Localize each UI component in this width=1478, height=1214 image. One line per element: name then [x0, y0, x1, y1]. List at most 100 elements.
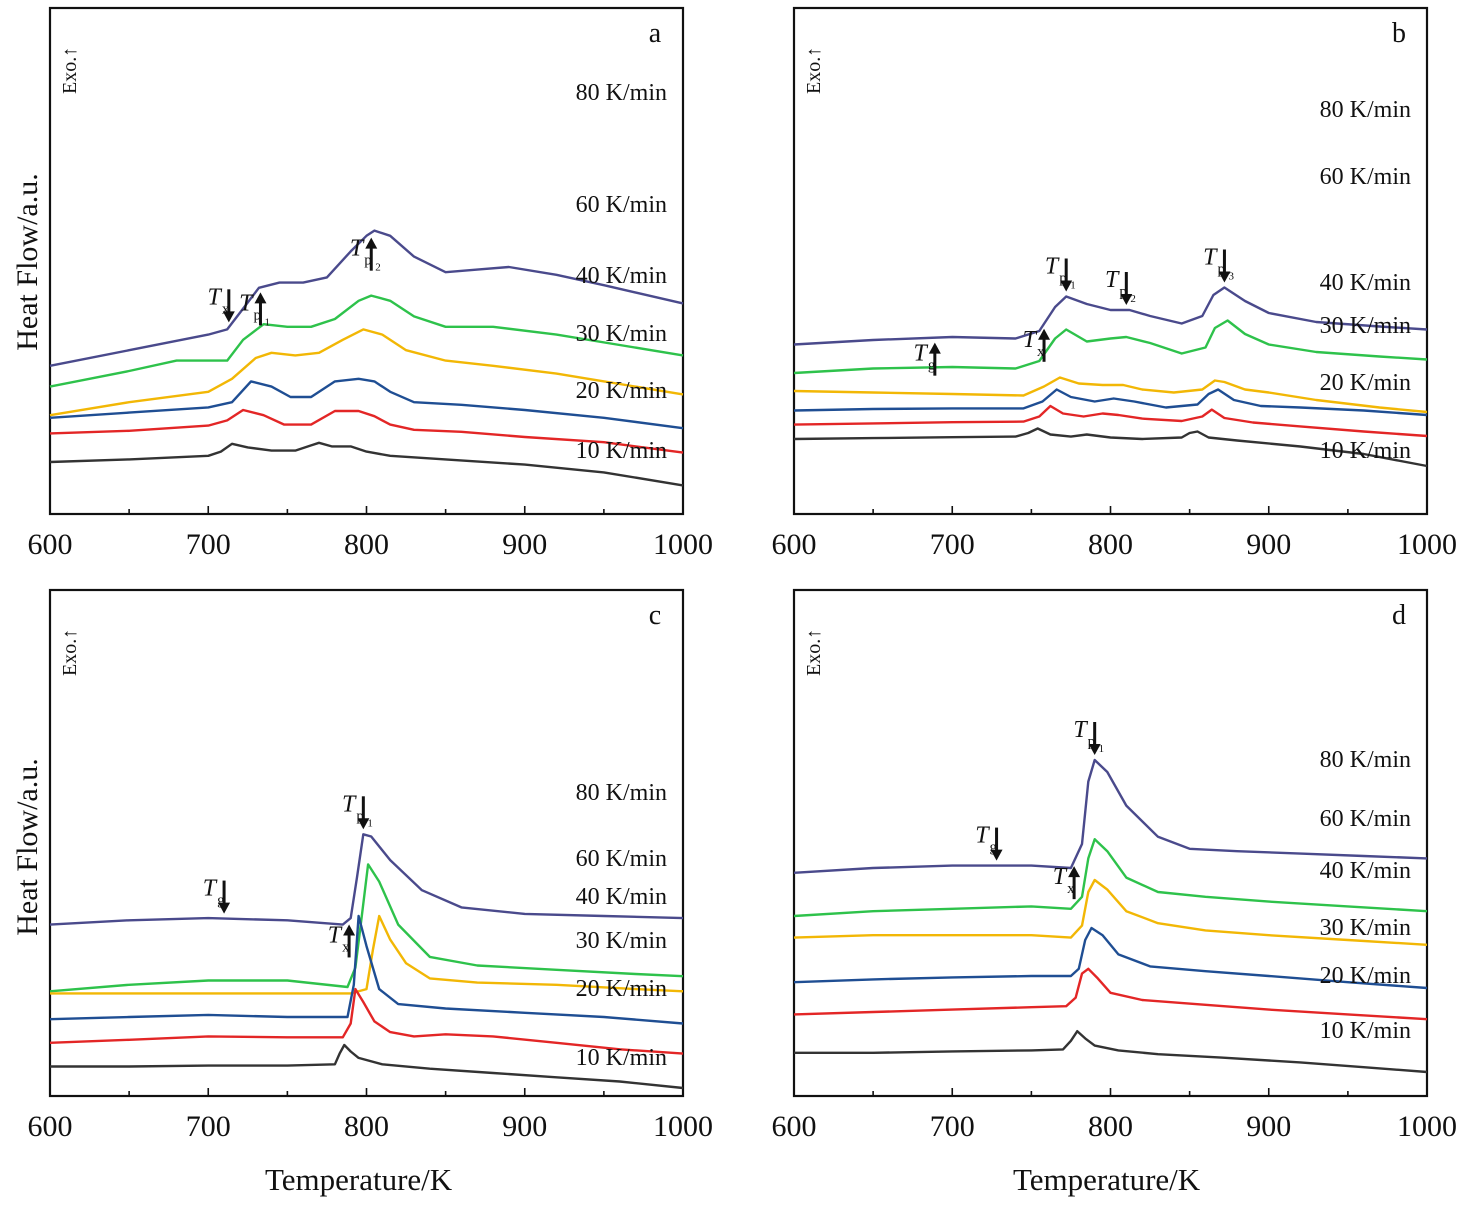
- series-line-10-K-min: [794, 1030, 1428, 1074]
- series-line-60-K-min: [793, 838, 1428, 918]
- x-tick-label: 1000: [1397, 528, 1457, 561]
- svg-text:T: T: [342, 791, 357, 817]
- x-tick-label: 1000: [653, 528, 713, 561]
- rate-label: 40 K/min: [1320, 270, 1411, 296]
- x-tick-label: 700: [930, 528, 975, 561]
- x-tick-label: 600: [772, 1110, 817, 1143]
- panel-d: 600 700 800 900 1000 d Exo.↑ 80 K/min 60 K/min 40…: [772, 588, 1457, 1143]
- series-line-10-K-min: [49, 441, 684, 487]
- x-tick-label: 600: [28, 1110, 73, 1143]
- x-tick-label: 800: [1088, 1110, 1133, 1143]
- svg-text:g: g: [928, 358, 936, 374]
- svg-text:T: T: [207, 284, 222, 310]
- x-tick-label: 900: [1246, 528, 1291, 561]
- svg-text:T: T: [1045, 254, 1060, 280]
- svg-text:x: x: [1037, 344, 1045, 360]
- series-line-20-K-min: [793, 967, 1428, 1021]
- rate-label: 20 K/min: [1320, 370, 1411, 396]
- x-tick-label: 900: [502, 1110, 547, 1143]
- series-line-80-K-min: [49, 833, 684, 926]
- series-line-40-K-min: [50, 914, 684, 995]
- svg-text:p: p: [364, 253, 372, 269]
- x-tick-label: 600: [28, 528, 73, 561]
- svg-text:T: T: [1053, 864, 1068, 890]
- series-line-80-K-min: [49, 229, 684, 367]
- svg-text:T: T: [1105, 267, 1120, 293]
- exo-direction-label: Exo.↑: [59, 629, 81, 676]
- exo-direction-label: Exo.↑: [803, 629, 825, 676]
- series-line-10-K-min: [50, 1043, 684, 1090]
- series-line-80-K-min: [793, 286, 1428, 346]
- series-line-80-K-min: [793, 758, 1428, 874]
- svg-text:p: p: [1217, 262, 1225, 278]
- series-line-20-K-min: [793, 404, 1428, 438]
- panel-b: 600 700 800 900 1000 b Exo.↑ 80 K/min 60 K/min 40…: [772, 6, 1457, 561]
- rate-label: 20 K/min: [576, 976, 667, 1002]
- x-tick-label: 900: [1246, 1110, 1291, 1143]
- x-tick-label: 900: [502, 528, 547, 561]
- rate-label: 30 K/min: [1320, 313, 1411, 339]
- rate-label: 20 K/min: [576, 378, 667, 404]
- rate-label: 60 K/min: [576, 846, 667, 872]
- x-axis-label-right: Temperature/K: [1013, 1162, 1201, 1197]
- series-line-60-K-min: [793, 319, 1428, 375]
- rate-label: 30 K/min: [576, 928, 667, 954]
- svg-text:T: T: [328, 922, 343, 948]
- rate-label: 80 K/min: [576, 80, 667, 106]
- x-tick-label: 1000: [1397, 1110, 1457, 1143]
- rate-label: 80 K/min: [576, 780, 667, 806]
- svg-text:T: T: [913, 341, 928, 367]
- rate-label: 60 K/min: [1320, 164, 1411, 190]
- rate-label: 10 K/min: [1320, 438, 1411, 464]
- svg-text:g: g: [990, 840, 998, 856]
- rate-label: 60 K/min: [576, 192, 667, 218]
- series-line-60-K-min: [49, 294, 684, 388]
- svg-text:T: T: [239, 290, 254, 316]
- rate-label: 80 K/min: [1320, 97, 1411, 123]
- svg-text:p: p: [1059, 271, 1067, 287]
- plot-frame: [48, 588, 685, 1098]
- series-line-20-K-min: [49, 408, 684, 454]
- rate-label: 40 K/min: [576, 884, 667, 910]
- svg-text:T: T: [1023, 327, 1038, 353]
- x-tick-label: 600: [772, 528, 817, 561]
- rate-label: 40 K/min: [576, 263, 667, 289]
- svg-text:x: x: [1067, 881, 1075, 897]
- x-tick-label: 800: [1088, 528, 1133, 561]
- svg-text:x: x: [342, 939, 350, 955]
- x-tick-label: 700: [186, 1110, 231, 1143]
- svg-text:p: p: [356, 808, 364, 824]
- svg-text:g: g: [217, 893, 225, 909]
- svg-text:1: 1: [1099, 743, 1105, 755]
- panel-letter: a: [649, 18, 662, 49]
- svg-text:1: 1: [1070, 280, 1076, 292]
- svg-text:p: p: [1119, 284, 1127, 300]
- svg-text:T: T: [1073, 717, 1088, 743]
- x-tick-label: 800: [344, 1110, 389, 1143]
- x-axis-label-left: Temperature/K: [265, 1162, 453, 1197]
- rate-label: 10 K/min: [576, 1045, 667, 1071]
- svg-text:2: 2: [1130, 293, 1136, 305]
- panel-c: 600 700 800 900 1000 c Exo.↑ 80 K/min 60 K/min 40…: [28, 588, 713, 1143]
- svg-text:T: T: [1203, 245, 1218, 271]
- rate-label: 40 K/min: [1320, 858, 1411, 884]
- svg-text:1: 1: [264, 316, 270, 328]
- series-line-10-K-min: [793, 427, 1428, 468]
- rate-label: 80 K/min: [1320, 747, 1411, 773]
- svg-text:p: p: [253, 307, 261, 323]
- rate-label: 20 K/min: [1320, 963, 1411, 989]
- series-line-40-K-min: [49, 328, 684, 417]
- panel-letter: d: [1392, 600, 1406, 631]
